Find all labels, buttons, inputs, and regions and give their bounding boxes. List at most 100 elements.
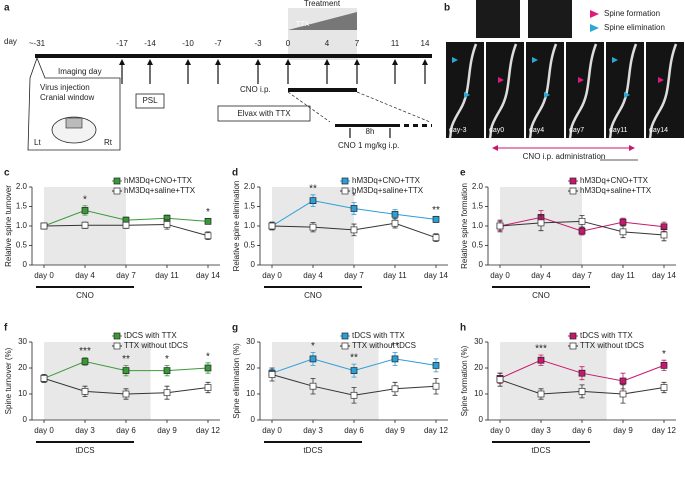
- window-label: Cranial window: [40, 93, 94, 102]
- image-label: day11: [609, 127, 628, 134]
- point: [578, 217, 586, 225]
- arrow-head: [185, 59, 191, 65]
- legend-label: Spine formation: [604, 9, 660, 18]
- psl-box: [135, 93, 165, 109]
- x-tick-label: day 0: [490, 271, 510, 280]
- point: [204, 232, 212, 240]
- legend-marker: [569, 332, 577, 340]
- rt-label: Rt: [104, 138, 113, 147]
- virus-label: Virus injection: [40, 83, 90, 92]
- arrow-head: [215, 59, 221, 65]
- y-tick-label: 1.0: [472, 221, 484, 230]
- shade: [272, 342, 379, 420]
- point: [309, 197, 317, 204]
- spine-marker: [658, 77, 664, 83]
- spine-marker: [612, 57, 618, 63]
- point: [432, 382, 440, 390]
- legend-label: hM3Dq+CNO+TTX: [124, 176, 193, 185]
- arrow-head: [422, 59, 428, 65]
- spine-marker: [532, 57, 538, 63]
- dendrite: [488, 43, 518, 139]
- y-tick-label: 0: [479, 415, 484, 424]
- cno-label: CNO i.p.: [240, 85, 271, 94]
- x-tick-label: day 12: [196, 426, 221, 435]
- x-tick-label: day 3: [531, 426, 551, 435]
- point: [81, 358, 89, 365]
- x-tick-label: day 4: [303, 271, 323, 280]
- zoom-bar: [335, 124, 400, 127]
- zoom-line: [287, 91, 331, 123]
- legend-label: hM3Dq+CNO+TTX: [352, 176, 421, 185]
- cno-bar: [288, 88, 357, 92]
- significance: *: [206, 351, 210, 362]
- day-tick: -10: [182, 39, 194, 48]
- y-tick-label: 0: [251, 415, 256, 424]
- timeline: [35, 54, 432, 58]
- spine-marker: [452, 57, 458, 63]
- panel-label: d: [232, 168, 238, 179]
- y-tick-label: 2.0: [244, 182, 256, 191]
- y-tick-label: 1.5: [244, 202, 256, 211]
- image-label: day0: [489, 127, 504, 134]
- legend-marker: [113, 187, 121, 195]
- x-tick-label: day 4: [75, 271, 95, 280]
- legend-marker: [590, 24, 599, 32]
- y-tick-label: 30: [18, 337, 27, 346]
- day-tick: ~-31: [29, 39, 46, 48]
- point: [122, 221, 130, 229]
- legend-marker: [569, 342, 577, 350]
- day-tick: -7: [214, 39, 222, 48]
- image-label: day-3: [449, 127, 467, 134]
- point: [496, 376, 504, 384]
- legend-marker: [341, 177, 349, 185]
- x-tick-label: day 14: [424, 271, 449, 280]
- spine-marker: [464, 92, 470, 98]
- x-tick-label: day 3: [75, 426, 95, 435]
- dendrite: [528, 43, 558, 139]
- ttx-label: TTX: [296, 21, 310, 28]
- point: [660, 362, 668, 369]
- point: [432, 234, 440, 242]
- y-axis-title: Spine turnover (%): [4, 347, 13, 414]
- legend-label: TTX without tDCS: [580, 341, 644, 350]
- point: [40, 375, 48, 382]
- x-tick-label: day 0: [262, 271, 282, 280]
- point: [391, 210, 399, 218]
- arrow-head: [354, 59, 360, 65]
- point: [537, 219, 545, 227]
- point: [309, 355, 317, 363]
- x-tick-label: day 0: [34, 426, 54, 435]
- panel-label: c: [4, 168, 10, 179]
- y-tick-label: 2.0: [472, 182, 484, 191]
- x-tick-label: day 14: [196, 271, 221, 280]
- point: [496, 222, 504, 230]
- point: [350, 205, 358, 212]
- arrow-head: [392, 59, 398, 65]
- y-tick-label: 1.0: [16, 221, 28, 230]
- point: [660, 384, 668, 391]
- point: [268, 222, 276, 230]
- y-axis-title: Relative spine turnover: [4, 185, 13, 267]
- panel-label: h: [460, 323, 466, 334]
- interval-label: 8h: [366, 127, 375, 136]
- x-tick-label: day 7: [344, 271, 364, 280]
- x-tick-label: day 11: [383, 271, 407, 280]
- y-axis-title: Spine elimination (%): [232, 343, 241, 419]
- dendrite: [568, 43, 598, 139]
- y-axis-title: Spine formation (%): [460, 345, 469, 416]
- x-tick-label: day 9: [613, 426, 633, 435]
- panel-label: g: [232, 323, 238, 334]
- zoom-image: [528, 0, 572, 38]
- y-tick-label: 20: [474, 363, 483, 372]
- shade: [500, 342, 607, 420]
- point: [122, 367, 130, 374]
- arrow-head: [119, 59, 125, 65]
- y-tick-label: 0.5: [16, 241, 28, 250]
- legend-marker: [590, 10, 599, 18]
- treatment-label: Treatment: [304, 0, 341, 8]
- point: [619, 228, 627, 236]
- lt-label: Lt: [34, 138, 41, 147]
- point: [163, 367, 171, 374]
- point: [619, 218, 627, 226]
- treatment-label: CNO: [532, 291, 550, 300]
